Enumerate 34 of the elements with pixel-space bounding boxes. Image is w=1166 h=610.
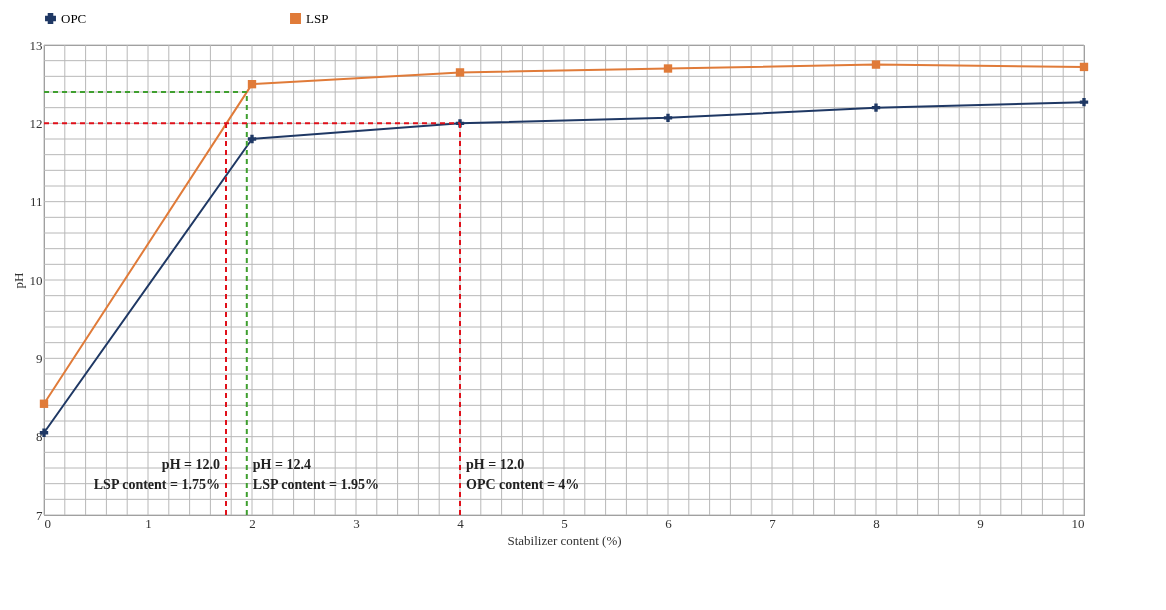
x-tick-label: 5 <box>561 515 568 531</box>
y-tick-label: 9 <box>36 350 43 366</box>
x-axis-title: Stabilizer content (%) <box>507 532 622 548</box>
x-tick-label: 0 <box>44 515 51 531</box>
y-tick-label: 10 <box>29 272 43 288</box>
x-tick-label: 1 <box>145 515 152 531</box>
y-tick-label: 8 <box>36 429 43 445</box>
point <box>39 399 49 408</box>
y-tick-label: 12 <box>29 115 43 131</box>
point <box>455 68 465 77</box>
x-tick-label: 8 <box>873 515 880 531</box>
point <box>1079 98 1089 107</box>
point <box>247 134 257 144</box>
legend-label: OPC <box>61 10 87 26</box>
ref-line-label: pH = 12.0 OPC content = 4% <box>466 457 580 492</box>
point <box>247 79 257 89</box>
point <box>663 113 673 123</box>
y-tick-label: 13 <box>29 37 43 53</box>
y-tick-label: 11 <box>29 194 43 210</box>
point <box>663 64 673 73</box>
ref-line-label: pH = 12.0 LSP content = 1.75% <box>93 457 220 492</box>
x-tick-label: 4 <box>457 515 465 531</box>
y-axis-title: pH <box>10 272 26 289</box>
ref-line-label: pH = 12.4 LSP content = 1.95% <box>252 457 380 492</box>
legend-label: LSP <box>306 10 329 26</box>
x-tick-label: 10 <box>1071 515 1085 531</box>
x-tick-label: 3 <box>353 515 360 531</box>
point <box>871 60 881 69</box>
point <box>871 103 881 112</box>
x-tick-label: 6 <box>665 515 673 531</box>
x-tick-label: 2 <box>249 515 256 531</box>
point <box>1079 62 1089 72</box>
x-tick-label: 7 <box>769 515 777 531</box>
x-tick-label: 9 <box>977 515 984 531</box>
